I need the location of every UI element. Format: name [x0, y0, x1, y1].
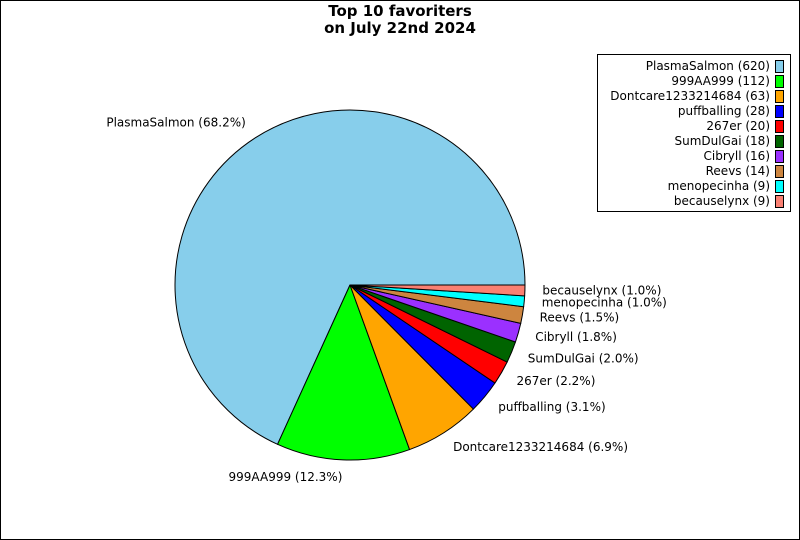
legend-swatch — [775, 195, 784, 208]
legend-swatch — [775, 135, 784, 148]
legend-swatch — [775, 150, 784, 163]
legend-label: PlasmaSalmon (620) — [645, 59, 770, 73]
legend-label: becauselynx (9) — [673, 194, 770, 208]
chart-title: Top 10 favoriters on July 22nd 2024 — [0, 3, 800, 37]
legend-swatch — [775, 120, 784, 133]
legend-swatch — [775, 180, 784, 193]
slice-label-puffballing: puffballing (3.1%) — [498, 400, 605, 414]
legend-item-plasmasalmon: PlasmaSalmon (620) — [646, 59, 784, 74]
slice-label-267er: 267er (2.2%) — [517, 374, 596, 388]
legend-item-cibryll: Cibryll (16) — [704, 149, 784, 164]
legend: PlasmaSalmon (620) 999AA999 (112) Dontcare… — [597, 54, 791, 212]
legend-item-267er: 267er (20) — [706, 119, 784, 134]
legend-item-dontcare1233214684: Dontcare1233214684 (63) — [610, 89, 784, 104]
legend-label: menopecinha (9) — [667, 179, 770, 193]
legend-item-menopecinha: menopecinha (9) — [668, 179, 784, 194]
legend-item-999aa999: 999AA999 (112) — [671, 74, 784, 89]
legend-label: 999AA999 (112) — [671, 74, 770, 88]
legend-swatch — [775, 75, 784, 88]
legend-item-puffballing: puffballing (28) — [678, 104, 784, 119]
legend-label: Reevs (14) — [705, 164, 770, 178]
slice-label-cibryll: Cibryll (1.8%) — [535, 330, 617, 344]
legend-swatch — [775, 105, 784, 118]
slice-label-999aa999: 999AA999 (12.3%) — [229, 470, 343, 484]
chart-title-line-1: Top 10 favoriters — [328, 2, 472, 20]
chart-title-line-2: on July 22nd 2024 — [324, 19, 476, 37]
legend-label: Dontcare1233214684 (63) — [610, 89, 770, 103]
pie-slice-999aa999 — [277, 284, 411, 461]
slice-label-menopecinha: menopecinha (1.0%) — [542, 295, 667, 309]
pie-slice-becauselynx — [349, 284, 526, 297]
legend-label: 267er (20) — [706, 119, 770, 133]
legend-swatch — [775, 90, 784, 103]
legend-label: SumDulGai (18) — [674, 134, 770, 148]
legend-label: puffballing (28) — [677, 104, 770, 118]
slice-label-plasmasalmon: PlasmaSalmon (68.2%) — [106, 116, 245, 130]
legend-label: Cibryll (16) — [703, 149, 770, 163]
slice-label-sumdulgai: SumDulGai (2.0%) — [528, 351, 639, 365]
legend-item-sumdulgai: SumDulGai (18) — [674, 134, 784, 149]
slice-label-dontcare1233214684: Dontcare1233214684 (6.9%) — [453, 440, 628, 454]
legend-item-reevs: Reevs (14) — [706, 164, 784, 179]
legend-item-becauselynx: becauselynx (9) — [674, 194, 784, 209]
slice-label-reevs: Reevs (1.5%) — [540, 311, 620, 325]
slice-label-becauselynx: becauselynx (1.0%) — [542, 284, 661, 298]
legend-swatch — [775, 165, 784, 178]
pie-slice-plasmasalmon — [174, 109, 526, 445]
legend-swatch — [775, 60, 784, 73]
